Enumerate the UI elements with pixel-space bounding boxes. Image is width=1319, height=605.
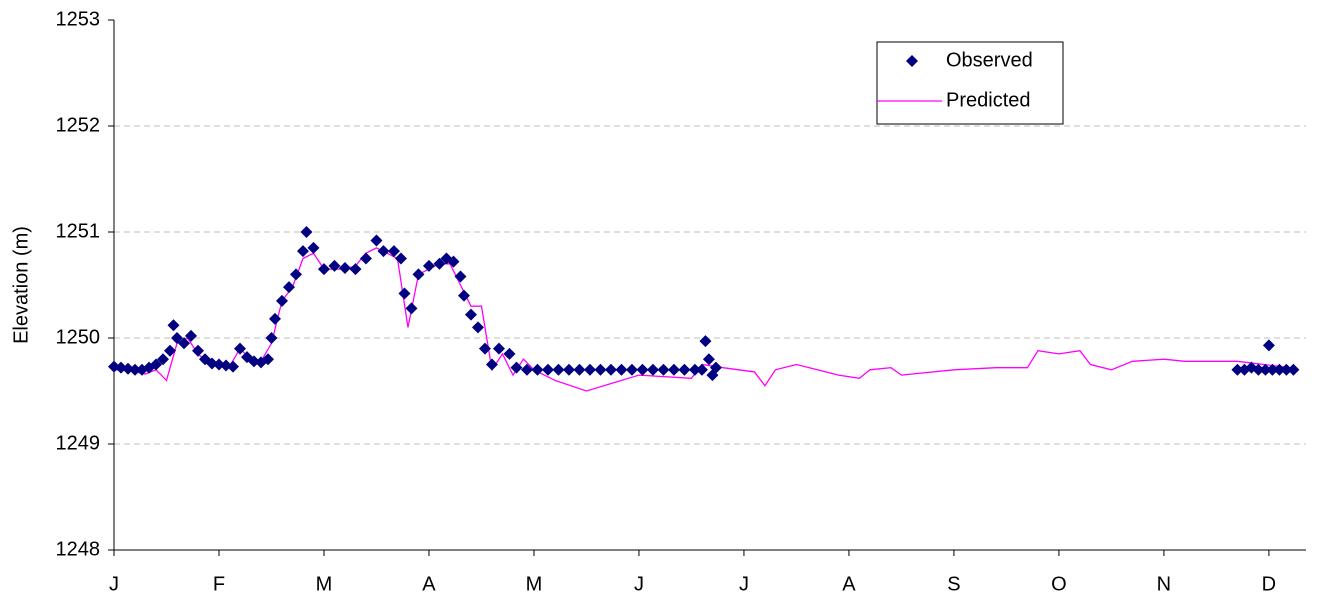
observed-point <box>1266 363 1279 376</box>
x-tick-label: J <box>634 573 644 595</box>
observed-point <box>709 361 722 374</box>
x-tick-label: J <box>739 573 749 595</box>
observed-point <box>702 353 715 366</box>
observed-point <box>149 358 162 371</box>
observed-point <box>167 319 180 332</box>
observed-point <box>359 252 372 265</box>
observed-point <box>695 363 708 376</box>
observed-point <box>233 342 246 355</box>
observed-point <box>163 344 176 357</box>
observed-point <box>177 337 190 350</box>
observed-point <box>282 281 295 294</box>
observed-point <box>657 363 670 376</box>
observed-point <box>583 363 596 376</box>
y-tick-label: 1249 <box>56 432 101 454</box>
observed-point <box>625 363 638 376</box>
y-tick-label: 1248 <box>56 538 101 560</box>
observed-point <box>646 363 659 376</box>
observed-point <box>678 363 691 376</box>
observed-point <box>338 262 351 275</box>
observed-point <box>307 241 320 254</box>
observed-point <box>1287 363 1300 376</box>
observed-point <box>615 363 628 376</box>
x-tick-label: D <box>1262 573 1276 595</box>
x-tick-label: A <box>842 573 856 595</box>
legend-label: Predicted <box>946 89 1031 111</box>
observed-point <box>128 363 141 376</box>
observed-point <box>1252 363 1265 376</box>
observed-point <box>699 335 712 348</box>
observed-point <box>478 342 491 355</box>
observed-point <box>405 302 418 315</box>
observed-point <box>520 363 533 376</box>
observed-point <box>454 270 467 283</box>
x-tick-label: M <box>526 573 543 595</box>
x-tick-label: F <box>213 573 225 595</box>
legend-label: Observed <box>946 49 1033 71</box>
y-tick-label: 1252 <box>56 114 101 136</box>
observed-point <box>1280 363 1293 376</box>
observed-point <box>398 287 411 300</box>
observed-point <box>268 312 281 325</box>
observed-point <box>531 363 544 376</box>
observed-point <box>464 308 477 321</box>
observed-point <box>1262 339 1275 352</box>
observed-point <box>394 252 407 265</box>
observed-point <box>1259 363 1272 376</box>
observed-point <box>275 294 288 307</box>
y-axis-label: Elevation (m) <box>10 226 32 344</box>
observed-point <box>604 363 617 376</box>
observed-point <box>471 321 484 334</box>
observed-point <box>387 245 400 258</box>
observed-point <box>370 234 383 247</box>
x-tick-label: J <box>109 573 119 595</box>
y-tick-label: 1251 <box>56 220 101 242</box>
y-tick-label: 1250 <box>56 326 101 348</box>
observed-point <box>447 255 460 268</box>
observed-point <box>636 363 649 376</box>
observed-point <box>191 344 204 357</box>
observed-point <box>296 245 309 258</box>
observed-point <box>541 363 554 376</box>
observed-point <box>317 263 330 276</box>
observed-point <box>562 363 575 376</box>
observed-point <box>226 360 239 373</box>
observed-point <box>667 363 680 376</box>
observed-point <box>1231 363 1244 376</box>
observed-point <box>289 268 302 281</box>
observed-point <box>433 257 446 270</box>
observed-point <box>170 332 183 344</box>
observed-point <box>552 363 565 376</box>
observed-point <box>492 342 505 355</box>
observed-point <box>412 268 425 281</box>
x-tick-label: A <box>422 573 436 595</box>
observed-point <box>594 363 607 376</box>
observed-point <box>688 363 701 376</box>
observed-point <box>1273 363 1286 376</box>
observed-point <box>422 259 435 272</box>
observed-point <box>300 226 313 238</box>
observed-point <box>485 358 498 371</box>
x-tick-label: M <box>316 573 333 595</box>
observed-point <box>261 353 274 366</box>
observed-point <box>184 329 197 342</box>
predicted-line <box>114 247 1290 392</box>
y-tick-label: 1253 <box>56 8 101 30</box>
observed-point <box>377 245 390 258</box>
observed-point <box>265 332 278 344</box>
observed-point <box>573 363 586 376</box>
legend-box <box>876 41 1064 125</box>
observed-point <box>457 289 470 302</box>
x-tick-label: S <box>947 573 960 595</box>
x-tick-label: N <box>1157 573 1171 595</box>
observed-point <box>503 347 516 360</box>
x-tick-label: O <box>1051 573 1067 595</box>
legend-marker <box>906 55 918 67</box>
observed-point <box>349 263 362 276</box>
observed-point <box>156 353 169 366</box>
observed-point <box>328 259 341 272</box>
observed-point <box>510 361 523 374</box>
